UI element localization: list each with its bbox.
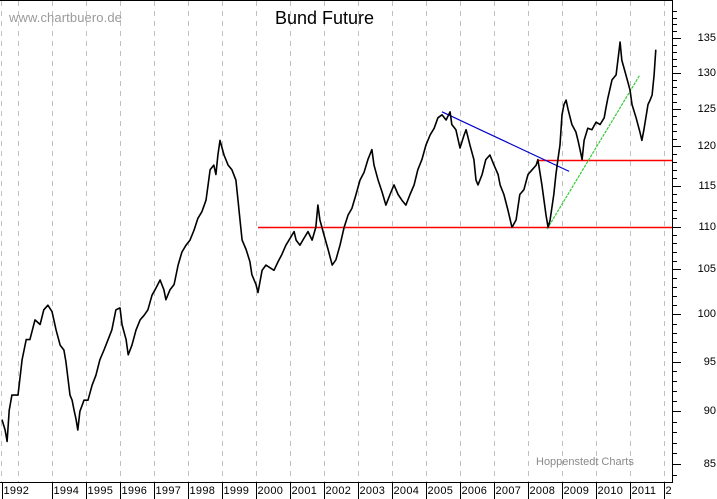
x-tick-label: 1999 <box>223 485 250 497</box>
x-tick-label: 1997 <box>155 485 182 497</box>
y-axis-ticks <box>672 11 681 476</box>
y-tick-label: 130 <box>697 66 716 79</box>
chart-frame <box>0 0 673 483</box>
x-tick-label: 2006 <box>461 485 488 497</box>
x-tick-label: 2002 <box>325 485 352 497</box>
x-tick-label: 2009 <box>563 485 590 497</box>
x-tick-label: 2007 <box>495 485 522 497</box>
y-tick-label: 120 <box>697 140 716 153</box>
y-tick-label: 105 <box>697 263 716 276</box>
x-tick-label: 1994 <box>53 485 80 497</box>
y-tick-label: 100 <box>697 308 716 321</box>
x-axis-ticks <box>2 483 665 499</box>
y-tick-label: 90 <box>703 405 716 418</box>
y-tick-label: 125 <box>697 102 716 115</box>
x-tick-label: 2000 <box>257 485 284 497</box>
x-tick-label: 2003 <box>359 485 386 497</box>
x-tick-label: 2011 <box>631 485 657 497</box>
x-tick-label: 1992 <box>3 485 30 497</box>
site-label: www.chartbuero.de <box>9 10 122 25</box>
price-series-line <box>1 41 657 443</box>
vertical-gridlines <box>1 1 665 482</box>
x-tick-label: 2008 <box>529 485 556 497</box>
y-tick-label: 95 <box>703 355 716 368</box>
y-tick-label: 85 <box>703 458 716 470</box>
y-tick-label: 115 <box>698 179 716 192</box>
x-tick-label: 2 <box>665 485 672 497</box>
x-tick-label: 2010 <box>597 485 624 497</box>
downtrend-trendline <box>441 111 570 172</box>
y-tick-label: 110 <box>698 220 716 233</box>
x-tick-label: 1995 <box>87 485 114 497</box>
x-tick-label: 1998 <box>189 485 216 497</box>
uptrend-trendline <box>546 74 641 230</box>
x-tick-label: 1996 <box>121 485 148 497</box>
source-watermark: Hoppenstedt Charts <box>536 456 634 468</box>
trend-annotations <box>258 74 672 230</box>
x-tick-label: 2005 <box>427 485 454 497</box>
chart-title: Bund Future <box>275 8 375 28</box>
x-tick-label: 2001 <box>291 485 318 497</box>
x-tick-label: 2004 <box>393 485 420 497</box>
y-tick-label: 135 <box>697 32 716 45</box>
